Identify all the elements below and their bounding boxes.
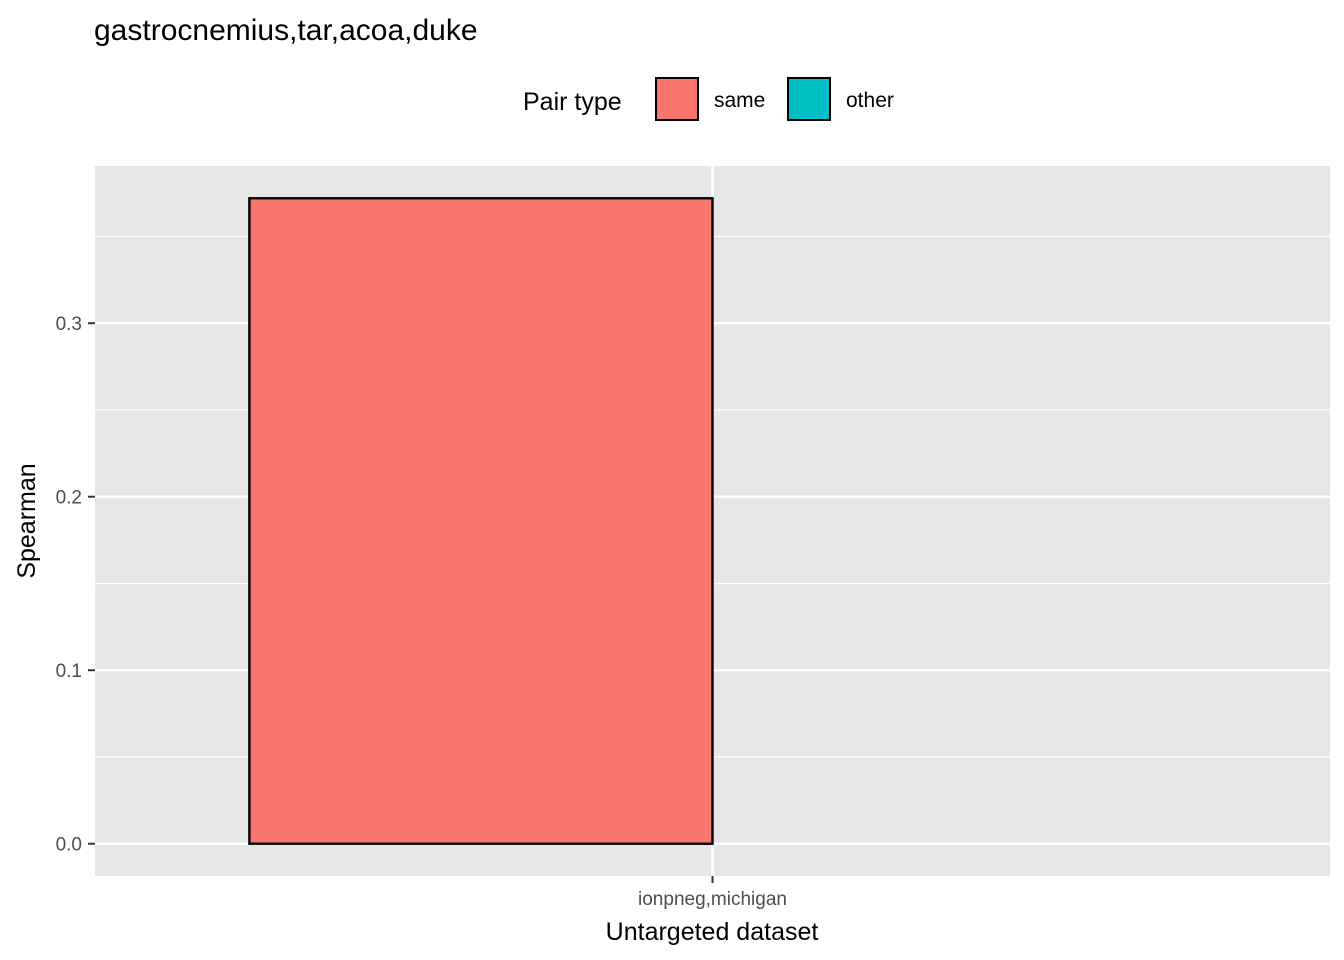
legend-key-same — [655, 77, 699, 121]
y-tick-label: 0.3 — [56, 314, 82, 335]
x-axis: ionpneg,michigan — [638, 876, 787, 910]
y-tick-label: 0.0 — [56, 835, 82, 856]
bars — [248, 197, 714, 845]
y-tick-label: 0.1 — [56, 661, 82, 682]
legend-key-other — [787, 77, 831, 121]
chart-title: gastrocnemius,tar,acoa,duke — [94, 14, 478, 47]
legend-label-same: same — [714, 89, 765, 112]
legend: Pair type same other — [523, 77, 894, 121]
x-tick-label: ionpneg,michigan — [638, 889, 787, 910]
legend-title: Pair type — [523, 88, 622, 116]
bar-same — [248, 197, 714, 845]
x-axis-title: Untargeted dataset — [606, 918, 819, 946]
y-axis: 0.0 0.1 0.2 0.3 — [56, 314, 95, 856]
y-tick-label: 0.2 — [56, 488, 82, 509]
legend-label-other: other — [846, 89, 894, 112]
y-axis-title: Spearman — [13, 463, 41, 578]
